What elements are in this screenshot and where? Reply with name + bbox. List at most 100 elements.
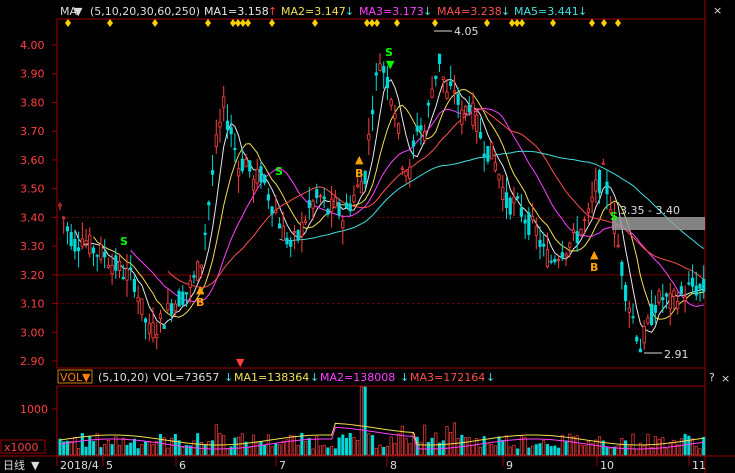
candle-body (501, 186, 505, 200)
volume-bar (333, 448, 337, 456)
candle-body (222, 96, 226, 108)
vol-indicator-selector[interactable]: VOL (60, 371, 83, 384)
volume-bar (389, 436, 393, 456)
ma3-trend-down-icon: ↓ (423, 5, 432, 18)
candle-body (177, 290, 181, 307)
time-axis: 日线 ▼ (0, 455, 735, 472)
date-label: 7 (279, 459, 286, 472)
candle-body (627, 307, 631, 313)
buy-arrow-icon: ▲ (590, 248, 599, 261)
candle-body (166, 302, 170, 311)
candle-body (411, 140, 416, 147)
volume-bar (80, 433, 84, 456)
candle-body (199, 264, 203, 269)
event-diamond-icon (230, 19, 236, 27)
dropdown-arrow-icon[interactable]: ▼ (82, 371, 91, 384)
candle-body (210, 170, 215, 175)
close-icon[interactable]: × (721, 372, 730, 385)
candle-body (114, 255, 118, 271)
help-icon[interactable]: ? (709, 371, 715, 384)
candle-body (322, 196, 326, 200)
volume-bar (568, 433, 572, 456)
volume-bar (330, 446, 334, 456)
event-diamond-icon (432, 19, 438, 27)
volume-bar (296, 444, 300, 456)
candle-body (456, 93, 460, 105)
volume-bar (251, 434, 256, 456)
ma-indicator-selector[interactable]: MA (60, 5, 77, 18)
candle-body (452, 90, 457, 94)
vol-selector-box (57, 369, 93, 384)
candle-body (605, 181, 609, 195)
candle-body (266, 194, 270, 201)
volume-bar (367, 433, 371, 456)
candle-body (255, 168, 259, 184)
candle-body (657, 290, 661, 303)
candle-body (240, 158, 244, 172)
price-tick: 3.60 (20, 154, 45, 167)
candle-body (538, 239, 542, 247)
volume-bar (359, 386, 363, 456)
candle-body (80, 238, 84, 247)
candle-body (196, 261, 200, 281)
volume-bar (88, 435, 92, 456)
candle-body (84, 240, 88, 245)
date-label: 5 (106, 459, 113, 472)
volume-bar (270, 446, 274, 456)
candle-body (698, 284, 702, 289)
candle-body (568, 242, 572, 248)
candle-body (504, 192, 509, 208)
volume-bar (147, 441, 151, 456)
candle-body (597, 170, 602, 194)
candle-body (207, 201, 211, 206)
volume-bar (653, 436, 657, 456)
volume-unit-label: x1000 (4, 441, 39, 454)
candle-body (519, 207, 523, 217)
candle-body (318, 195, 323, 198)
period-dropdown-icon[interactable]: ▼ (31, 459, 40, 472)
volume-bar (263, 445, 267, 456)
candle-body (378, 63, 382, 71)
candle-body (106, 264, 110, 268)
candle-body (564, 253, 568, 257)
candle-body (590, 196, 594, 202)
event-diamond-icon (65, 19, 71, 27)
candle-body (601, 162, 605, 165)
event-diamond-icon (364, 19, 370, 27)
period-selector[interactable]: 日线 (3, 458, 25, 472)
dropdown-arrow-icon[interactable]: ▼ (74, 5, 83, 18)
price-range-label: 3.35 - 3.40 (620, 204, 680, 217)
candle-body (352, 194, 356, 203)
candle-body (117, 260, 122, 271)
candle-body (616, 244, 620, 248)
volume-bar (162, 437, 166, 456)
candle-body (151, 322, 155, 339)
volume-bar (259, 441, 263, 456)
buy-arrow-icon: ▲ (196, 283, 205, 296)
candle-body (281, 226, 285, 241)
candle-body (575, 231, 579, 244)
volume-bar (430, 437, 434, 456)
volume-bar (322, 444, 326, 456)
moving-average-line (74, 78, 704, 333)
candle-body (251, 178, 256, 191)
volume-bar (624, 440, 628, 456)
volume-bar (571, 436, 576, 456)
volume-bar (103, 444, 107, 456)
volume-bar (117, 444, 122, 456)
ma2-trend-down-icon: ↓ (345, 5, 354, 18)
candle-body (77, 247, 81, 252)
volume-indicator-header: VOL ▼ (5,10,20) VOL=73657 ↓ MA1=138364 ↓… (57, 369, 495, 384)
volume-bar (211, 440, 215, 456)
vol-value: VOL=73657 (153, 371, 219, 384)
annotations: 4.05 2.91 3.35 - 3.40 (434, 25, 705, 361)
volume-bar (612, 446, 616, 456)
volume-bar (274, 443, 278, 456)
volume-bar (545, 444, 549, 456)
vol-ma3-value: MA3=172164 (410, 371, 485, 384)
volume-bar (609, 447, 613, 456)
close-icon[interactable]: × (713, 4, 722, 17)
volume-bar (385, 445, 389, 456)
low-price-label: 2.91 (664, 348, 689, 361)
